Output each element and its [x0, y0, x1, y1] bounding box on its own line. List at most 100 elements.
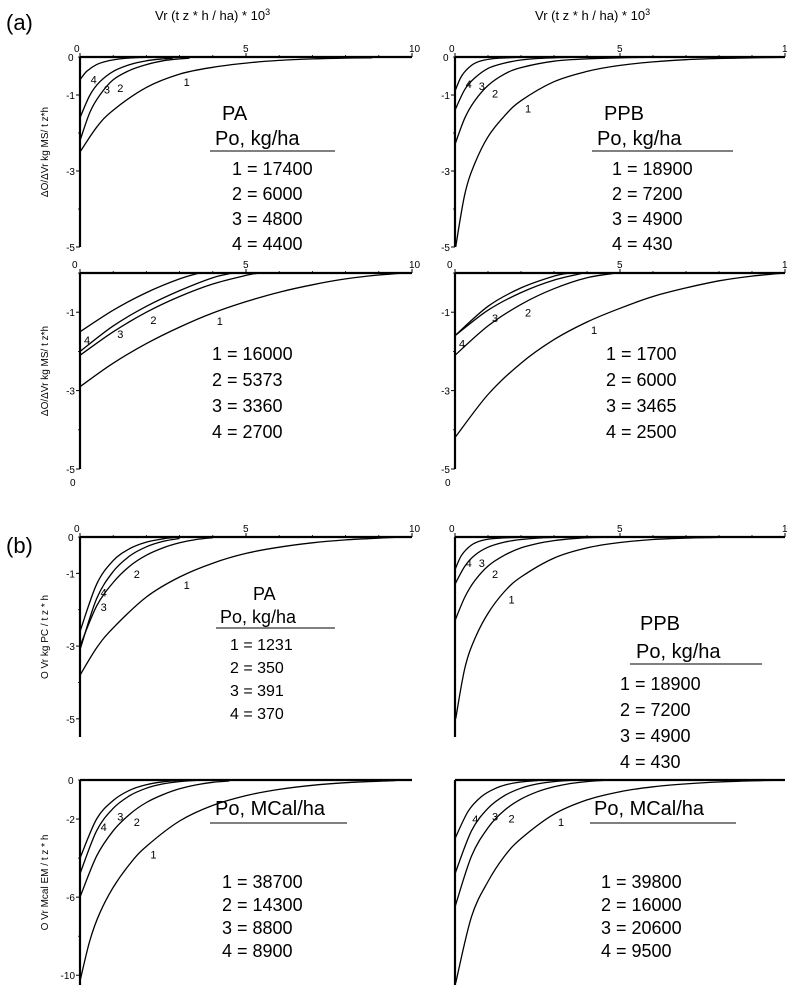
x-tick-label: 5	[617, 524, 623, 535]
legend-entry-4: 4 = 2700	[212, 422, 283, 442]
series-label-3: 3	[104, 85, 110, 97]
series-label-1: 1	[184, 77, 190, 89]
series-label-4: 4	[466, 79, 472, 91]
y-tick-label-zero: 0	[68, 53, 74, 64]
series-line-4	[79, 272, 200, 333]
legend-entry-4: 4 = 430	[620, 752, 681, 772]
series-label-3: 3	[101, 602, 107, 614]
x-tick-label: 1	[782, 44, 788, 55]
y-axis-label: O Vr kg PC / t z * h	[40, 595, 51, 679]
series-line-1	[455, 56, 786, 248]
y-tick-label: -3	[441, 167, 450, 178]
series-label-1: 1	[591, 325, 597, 337]
legend-entry-2: 2 = 6000	[232, 184, 303, 204]
series-label-1: 1	[184, 580, 190, 592]
series-line-4	[454, 779, 538, 839]
y-tick-label: -1	[66, 569, 75, 580]
series-line-4	[79, 56, 147, 81]
y-tick-label-zero: 0	[68, 533, 74, 544]
x-tick-label: 1	[782, 260, 788, 271]
legend-entry-2: 2 = 6000	[606, 370, 677, 390]
panel-subtitle: Po, MCal/ha	[594, 798, 705, 820]
series-line-4	[454, 536, 522, 570]
legend-entry-2: 2 = 5373	[212, 370, 283, 390]
legend-entry-3: 3 = 8800	[222, 918, 293, 938]
panel-title: PA	[253, 584, 276, 604]
y-tick-label: -5	[441, 465, 450, 476]
panel-title: PPB	[604, 103, 644, 125]
legend-entry-2: 2 = 7200	[612, 184, 683, 204]
series-line-2	[79, 537, 213, 647]
series-line-3	[79, 779, 197, 874]
series-label-1: 1	[217, 316, 223, 328]
series-line-1	[455, 779, 786, 984]
legend-entry-3: 3 = 3360	[212, 396, 283, 416]
x-tick-label: 5	[617, 260, 623, 271]
y-tick-label: -3	[66, 167, 75, 178]
x-tick-label: 5	[243, 44, 249, 55]
series-line-3	[454, 56, 571, 111]
series-label-1: 1	[509, 595, 515, 607]
legend-entry-1: 1 = 1231	[230, 637, 293, 654]
series-label-4: 4	[101, 822, 107, 834]
series-label-3: 3	[492, 811, 498, 823]
y-tick-label-zero: 0	[443, 53, 449, 64]
y-tick-label: -5	[66, 243, 75, 254]
x-tick-label-zero: 0	[447, 260, 453, 271]
x-tick-label: 5	[243, 524, 249, 535]
series-label-2: 2	[525, 307, 531, 319]
series-line-2	[79, 780, 230, 898]
legend-entry-3: 3 = 4900	[612, 209, 683, 229]
y-tick-label-zero: 0	[70, 478, 76, 489]
panel-subtitle: Po, kg/ha	[597, 128, 682, 150]
y-tick-label-zero: 0	[445, 478, 451, 489]
y-tick-label-zero: 0	[68, 776, 74, 787]
series-label-2: 2	[492, 569, 498, 581]
series-line-1	[454, 272, 786, 438]
series-line-4	[454, 56, 522, 92]
panel-title: PPB	[640, 613, 680, 635]
y-axis-label: O Vr Mcal EM / t z * h	[40, 835, 51, 931]
series-label-4: 4	[101, 587, 107, 599]
top-axis-title-left-text: Vr (t z * h / ha) * 10	[155, 8, 265, 23]
series-line-2	[79, 272, 260, 356]
panel-a-PPB-bottom: 5 1 -1 -3 -5 0 0 1 2 3 4 1 = 1700 2 = 6000 3 = 3465 4 …	[441, 260, 788, 489]
series-label-1: 1	[150, 849, 156, 861]
x-tick-label: 5	[617, 44, 623, 55]
panel-title: PA	[222, 103, 248, 125]
x-tick-label: 10	[782, 524, 788, 535]
legend-entry-1: 1 = 1700	[606, 344, 677, 364]
series-label-2: 2	[117, 83, 123, 95]
series-line-3	[454, 536, 555, 585]
y-tick-label: -1	[441, 308, 450, 319]
panel-a-PPB-top: 0 5 1 -1 -3 -5 0 1 234 PPB Po, kg/ha 1 = 18900 2 = 7…	[441, 44, 788, 254]
panel-b-PA-bottom: -2 -6 -10 0 O Vr Mcal EM / t z * h 1 234 Po, MC…	[40, 776, 412, 985]
legend-entry-4: 4 = 370	[230, 706, 284, 723]
y-axis-label: ΔO/ΔVr kg MS/ t z*h	[40, 107, 51, 197]
legend-entry-3: 3 = 4800	[232, 209, 303, 229]
series-line-2	[454, 536, 604, 621]
legend-entry-2: 2 = 7200	[620, 700, 691, 720]
x-tick-label: 10	[409, 260, 421, 271]
series-line-4	[79, 537, 174, 632]
panel-b-PPB-bottom: 1 23 4 Po, MCal/ha 1 = 39800 2 = 16000 3 = 206…	[453, 778, 786, 985]
legend-entry-1: 1 = 39800	[601, 872, 682, 892]
x-tick-label: 0	[449, 44, 455, 55]
legend-entry-2: 2 = 350	[230, 660, 284, 677]
panel-subtitle: Po, MCal/ha	[215, 798, 326, 820]
series-label-1: 1	[525, 104, 531, 116]
x-tick-label: 10	[409, 44, 421, 55]
top-axis-title-left: Vr (t z * h / ha) * 103	[155, 7, 270, 23]
legend-entry-3: 3 = 20600	[601, 918, 682, 938]
series-label-3: 3	[117, 329, 123, 341]
legend-entry-4: 4 = 8900	[222, 941, 293, 961]
top-axis-title-right-sup: 3	[645, 7, 650, 17]
legend-entry-4: 4 = 2500	[606, 422, 677, 442]
series-line-3	[79, 272, 233, 352]
x-tick-label: 0	[74, 524, 80, 535]
series-line-3	[79, 537, 180, 650]
y-axis-label: ΔO/ΔVr kg MS/ t z*h	[40, 326, 51, 416]
top-axis-title-left-sup: 3	[265, 7, 270, 17]
x-tick-label: 0	[74, 44, 80, 55]
